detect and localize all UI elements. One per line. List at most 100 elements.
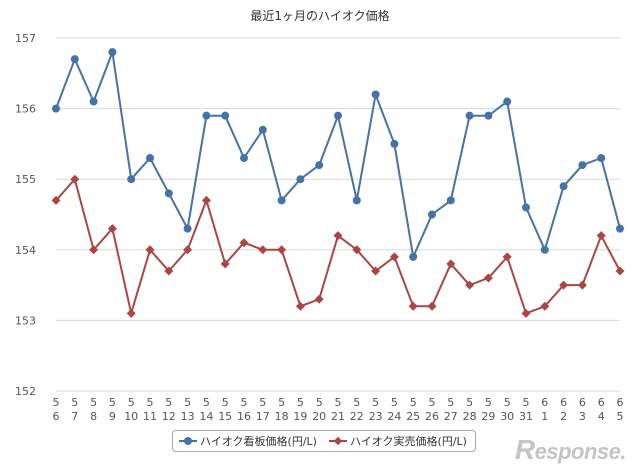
svg-text:5: 5 [335,396,342,409]
x-tick-label-10: 516 [237,396,251,423]
series-1-point-2[interactable] [89,245,99,255]
series-0-point-8[interactable] [202,111,211,120]
series-1-point-8[interactable] [201,195,211,205]
legend-item-actual-price[interactable]: ハイオク実売価格(円/L) [328,433,467,449]
series-0-point-6[interactable] [164,189,173,198]
series-1-point-29[interactable] [596,231,606,241]
series-0-point-12[interactable] [277,196,286,205]
series-1-point-17[interactable] [371,266,381,276]
series-1-point-19[interactable] [408,301,418,311]
svg-text:15: 15 [218,410,232,423]
series-1-point-10[interactable] [239,238,249,248]
svg-text:5: 5 [617,410,624,423]
series-0-point-0[interactable] [52,104,60,113]
series-1-point-4[interactable] [126,308,136,318]
series-1-point-5[interactable] [145,245,155,255]
svg-text:5: 5 [466,396,473,409]
x-tick-label-15: 521 [331,396,345,423]
series-1-point-11[interactable] [258,245,268,255]
svg-text:19: 19 [293,410,307,423]
x-tick-label-17: 523 [369,396,383,423]
x-tick-label-6: 512 [162,396,176,423]
series-1-point-0[interactable] [51,195,61,205]
series-1-point-9[interactable] [220,259,230,269]
series-1-point-28[interactable] [577,280,587,290]
svg-text:10: 10 [124,410,138,423]
svg-text:5: 5 [391,396,398,409]
series-0-point-25[interactable] [522,203,530,212]
series-1-point-20[interactable] [427,301,437,311]
svg-text:25: 25 [406,410,420,423]
svg-text:21: 21 [331,410,345,423]
legend-swatch-circle [179,436,197,446]
series-0-point-15[interactable] [334,111,342,120]
series-0-point-30[interactable] [616,224,624,233]
series-0-point-10[interactable] [240,154,248,163]
series-0-point-20[interactable] [428,210,436,219]
series-1-point-21[interactable] [446,259,456,269]
series-1-point-25[interactable] [521,308,531,318]
series-0-point-17[interactable] [371,90,380,99]
series-0-point-2[interactable] [89,97,98,106]
x-axis-tick-labels: 5657585951051151251351451551651751851952… [53,396,624,423]
series-0-point-5[interactable] [146,154,154,163]
series-0-point-28[interactable] [578,161,587,170]
series-0-point-11[interactable] [258,125,267,134]
x-tick-label-1: 57 [71,396,78,423]
series-0-point-4[interactable] [127,175,136,184]
y-tick-label-2: 154 [15,244,36,257]
series-0-point-24[interactable] [503,97,512,106]
x-tick-label-11: 517 [256,396,270,423]
series-1-point-3[interactable] [107,224,117,234]
series-0-point-29[interactable] [597,154,606,163]
series-1-point-22[interactable] [465,280,475,290]
series-1-point-15[interactable] [333,231,343,241]
svg-text:5: 5 [71,396,78,409]
svg-text:6: 6 [560,396,567,409]
series-0-point-27[interactable] [559,182,568,191]
series-1-point-1[interactable] [70,174,80,184]
series-1-point-6[interactable] [164,266,174,276]
series-1-point-7[interactable] [183,245,193,255]
svg-text:6: 6 [541,396,548,409]
grid-lines [56,37,620,392]
series-0-point-9[interactable] [221,111,230,120]
series-1-point-26[interactable] [540,301,550,311]
series-0-point-19[interactable] [409,252,418,261]
series-1-point-18[interactable] [389,252,399,262]
series-1-point-23[interactable] [483,273,493,283]
series-line-0 [55,51,621,258]
x-tick-label-18: 524 [387,396,401,423]
series-0-point-22[interactable] [465,111,474,120]
svg-text:8: 8 [90,410,97,423]
x-tick-label-14: 520 [312,396,326,423]
series-1-point-16[interactable] [352,245,362,255]
x-tick-label-13: 519 [293,396,307,423]
x-tick-label-7: 513 [181,396,195,423]
series-0-point-18[interactable] [390,139,399,148]
legend-item-signboard-price[interactable]: ハイオク看板価格(円/L) [179,433,317,449]
series-1-point-24[interactable] [502,252,512,262]
series-0-point-26[interactable] [540,245,549,254]
series-1-point-30[interactable] [615,266,625,276]
x-tick-label-9: 515 [218,396,232,423]
series-1-point-13[interactable] [295,301,305,311]
x-tick-label-27: 62 [560,396,567,423]
series-0-point-3[interactable] [108,48,117,57]
series-0-point-21[interactable] [446,196,455,205]
series-0-point-13[interactable] [296,175,305,184]
series-0-point-16[interactable] [352,196,361,205]
series-1-point-12[interactable] [277,245,287,255]
series-0-point-1[interactable] [70,55,79,64]
x-tick-label-4: 510 [124,396,138,423]
x-tick-label-16: 522 [350,396,364,423]
svg-text:11: 11 [143,410,157,423]
series-0-point-14[interactable] [315,161,324,170]
series-1-point-14[interactable] [314,294,324,304]
x-tick-label-20: 526 [425,396,439,423]
series-1-point-27[interactable] [559,280,569,290]
svg-text:31: 31 [519,410,533,423]
svg-text:9: 9 [109,410,116,423]
series-0-point-23[interactable] [484,111,493,120]
series-0-point-7[interactable] [183,224,192,233]
